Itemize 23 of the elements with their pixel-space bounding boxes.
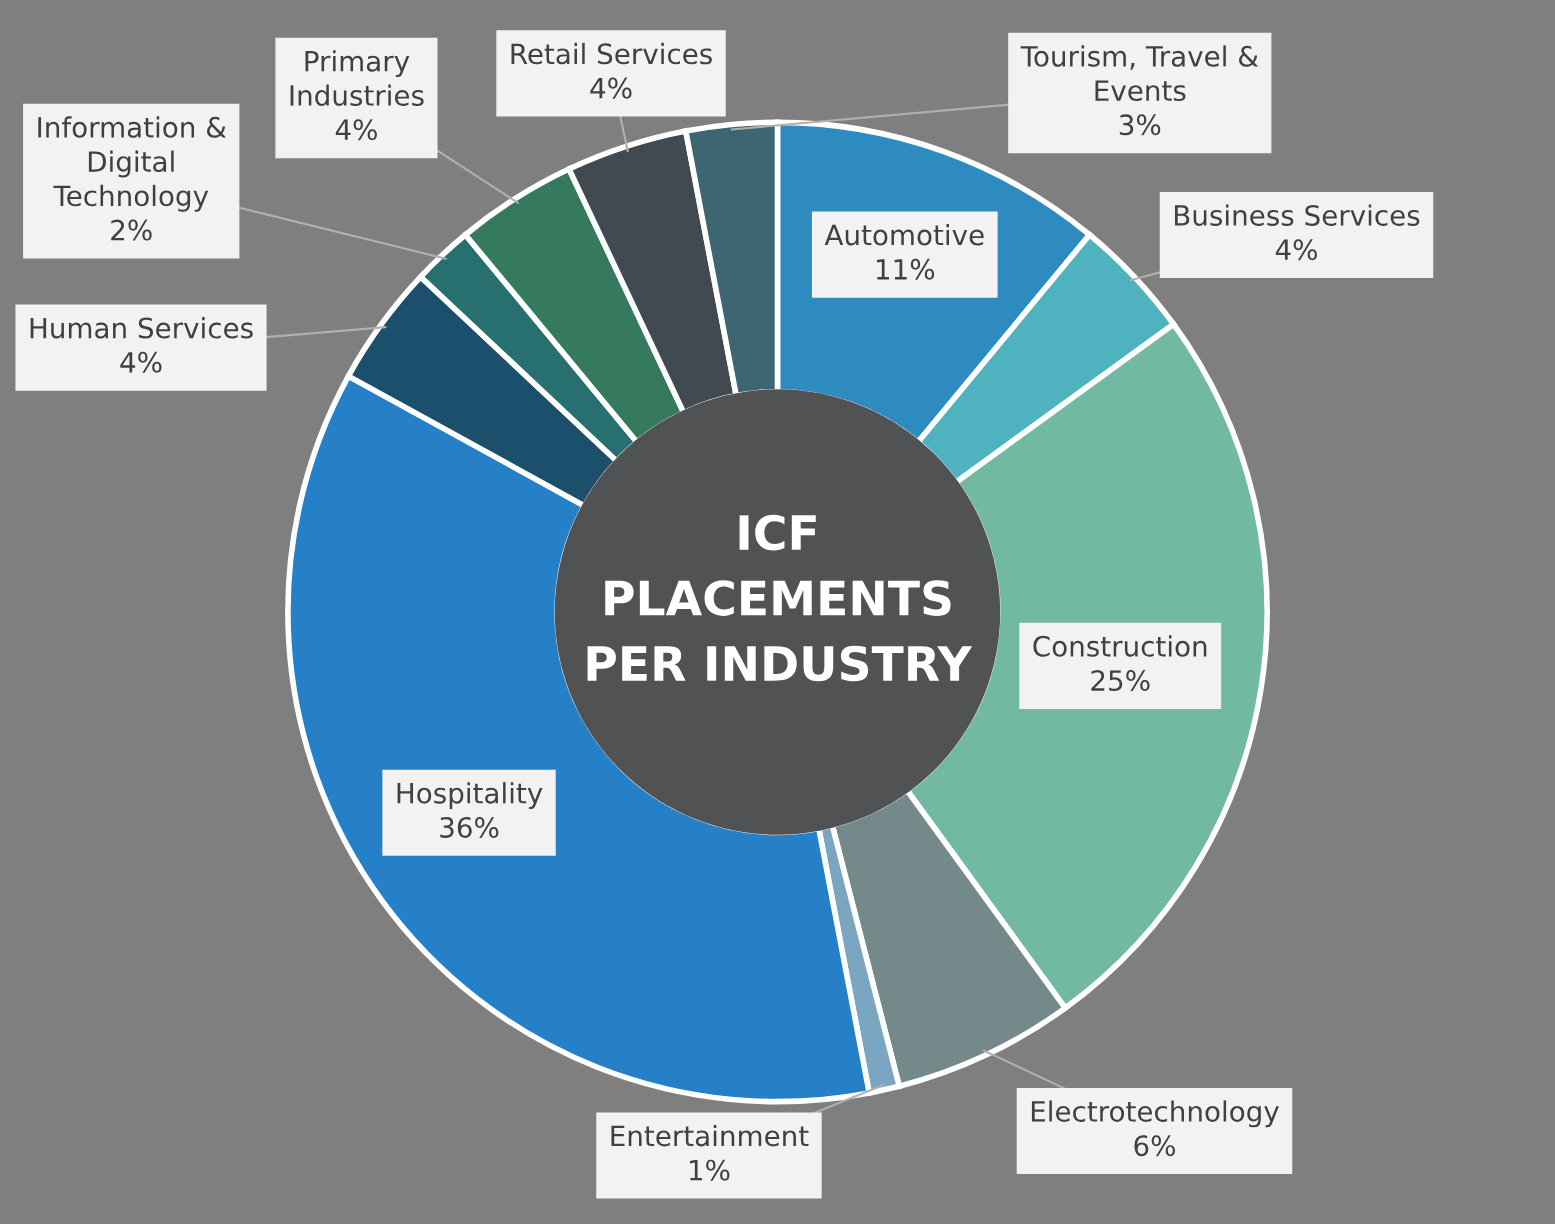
slice-label: Retail Services <box>511 42 712 65</box>
data-label: 11% <box>876 258 935 280</box>
slice-label: Electrotechnology <box>1031 1100 1279 1128</box>
text: ICF PLACEMENTS PER INDUSTRY <box>587 514 973 682</box>
slice-label: Hospitality <box>397 782 543 810</box>
slice-label: Entertainment <box>611 1124 809 1147</box>
data-label: 2% <box>111 219 152 241</box>
slice-label: Business Services <box>1174 204 1420 226</box>
data-label: 1% <box>689 1159 730 1181</box>
data-label: 4% <box>1275 239 1317 261</box>
slice-label: Tourism, Travel & Events <box>1020 45 1259 102</box>
data-label: 3% <box>1119 114 1161 136</box>
slice-label: Automotive <box>824 224 984 246</box>
data-label: 6% <box>1134 1135 1175 1157</box>
data-label: 4% <box>120 351 162 373</box>
data-label: 4% <box>590 77 632 99</box>
data-label: 36% <box>440 816 499 838</box>
slice-label: Information & Digital Technology <box>38 116 227 212</box>
data-label: 25% <box>1091 670 1150 692</box>
slice-label: Primary Industries <box>290 50 424 106</box>
data-label: 4% <box>335 119 377 141</box>
slice-label: Human Services <box>30 317 253 339</box>
slice-label: Construction <box>1033 635 1207 657</box>
